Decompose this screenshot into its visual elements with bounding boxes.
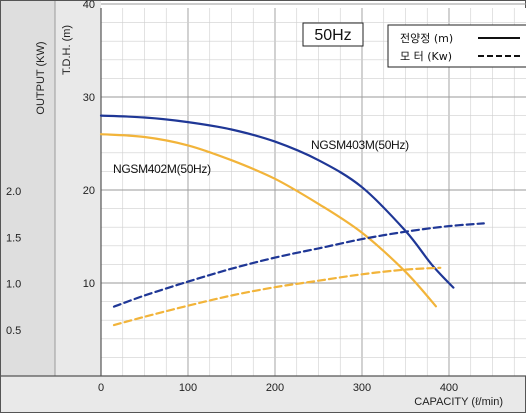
output-curve-line: [112, 222, 485, 308]
output-axis-strip: [1, 1, 55, 376]
legend-box: [387, 24, 526, 68]
head-tick-label: 10: [83, 278, 95, 290]
capacity-tick-label: 200: [266, 382, 284, 394]
head-axis-strip: [55, 1, 101, 376]
capacity-tick-label: 0: [98, 382, 104, 394]
capacity-tick-label: 400: [440, 382, 458, 394]
series-lines: [99, 114, 485, 327]
head-curve-line: [99, 114, 455, 289]
frequency-badge: [302, 22, 364, 47]
frequency-label: 50Hz: [314, 27, 351, 44]
output-tick-label: 1.5: [6, 232, 21, 244]
capacity-axis-label: CAPACITY (ℓ/min): [414, 396, 503, 408]
capacity-tick-labels: 01002003004005: [98, 382, 458, 394]
output-axis-label: OUTPUT (KW): [35, 41, 47, 114]
head-tick-label: 20: [83, 185, 95, 197]
head-curve-line: [99, 133, 437, 308]
output-tick-label: 1.0: [6, 279, 21, 291]
output-tick-label: 0.5: [6, 325, 21, 337]
capacity-tick-label: 300: [353, 382, 371, 394]
head-tick-labels: 10 20 30 40: [83, 0, 95, 290]
capacity-tick-label: 100: [179, 382, 197, 394]
output-curve-line: [112, 266, 442, 327]
series-label-ngsm402m: NGSM402M(50Hz): [113, 162, 211, 176]
head-tick-label: 40: [83, 0, 95, 11]
legend-label-motor: 모 터 (Kw): [400, 50, 452, 63]
legend-label-head: 전양정 (m): [400, 32, 453, 45]
head-tick-label: 30: [83, 92, 95, 104]
capacity-axis-strip: [1, 376, 525, 412]
series-label-ngsm403m: NGSM403M(50Hz): [311, 138, 409, 152]
plot-area: [101, 8, 526, 376]
head-axis-label: T.D.H. (m): [61, 25, 73, 75]
output-tick-label: 2.0: [6, 186, 21, 198]
output-tick-labels: 0.5 1.0 1.5 2.0: [6, 186, 21, 337]
